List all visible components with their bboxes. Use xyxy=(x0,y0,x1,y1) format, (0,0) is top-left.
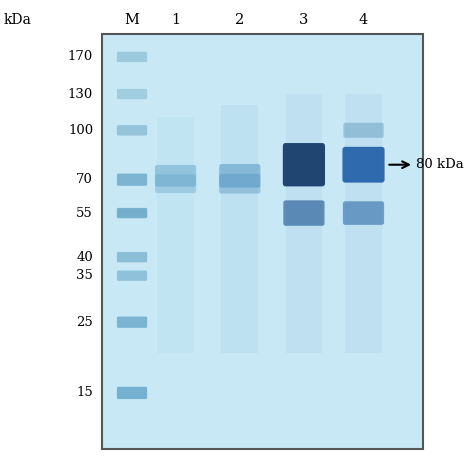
FancyBboxPatch shape xyxy=(117,208,147,218)
Text: 170: 170 xyxy=(68,50,93,64)
Bar xyxy=(102,297,423,311)
FancyBboxPatch shape xyxy=(117,387,147,399)
Bar xyxy=(102,103,423,117)
Bar xyxy=(102,90,423,103)
FancyBboxPatch shape xyxy=(117,89,147,99)
FancyBboxPatch shape xyxy=(219,164,260,188)
Bar xyxy=(102,269,423,283)
Bar xyxy=(285,94,322,353)
Bar xyxy=(102,173,423,186)
Bar xyxy=(221,105,258,353)
Text: 3: 3 xyxy=(299,13,309,27)
Bar xyxy=(102,394,423,408)
FancyBboxPatch shape xyxy=(117,173,147,186)
Bar xyxy=(102,131,423,145)
FancyBboxPatch shape xyxy=(219,174,260,193)
Bar xyxy=(102,145,423,159)
Bar xyxy=(345,94,382,353)
Bar xyxy=(102,408,423,421)
Bar xyxy=(102,242,423,255)
Text: 70: 70 xyxy=(76,173,93,186)
FancyBboxPatch shape xyxy=(283,201,325,226)
Text: 100: 100 xyxy=(68,124,93,137)
Text: 15: 15 xyxy=(76,386,93,400)
Bar xyxy=(102,35,423,449)
Bar xyxy=(102,35,423,48)
Bar xyxy=(102,352,423,366)
FancyBboxPatch shape xyxy=(117,125,147,136)
FancyBboxPatch shape xyxy=(117,317,147,328)
Bar xyxy=(102,421,423,435)
FancyBboxPatch shape xyxy=(155,174,196,193)
FancyBboxPatch shape xyxy=(343,123,383,138)
Bar xyxy=(102,338,423,352)
FancyBboxPatch shape xyxy=(283,143,325,186)
Bar xyxy=(102,283,423,297)
Bar xyxy=(102,366,423,380)
Text: M: M xyxy=(125,13,139,27)
Text: 80 kDa: 80 kDa xyxy=(416,158,464,171)
Text: 35: 35 xyxy=(76,269,93,282)
Bar xyxy=(102,117,423,131)
Bar xyxy=(102,159,423,173)
FancyBboxPatch shape xyxy=(117,209,147,218)
FancyBboxPatch shape xyxy=(117,52,147,62)
FancyBboxPatch shape xyxy=(117,252,147,262)
Bar xyxy=(102,186,423,200)
Bar xyxy=(102,228,423,242)
Bar xyxy=(102,325,423,338)
Text: 130: 130 xyxy=(68,88,93,100)
Text: 25: 25 xyxy=(76,316,93,328)
Text: 2: 2 xyxy=(235,13,245,27)
Bar xyxy=(102,200,423,214)
Text: 55: 55 xyxy=(76,207,93,219)
Bar xyxy=(102,48,423,62)
Text: kDa: kDa xyxy=(4,13,32,27)
FancyBboxPatch shape xyxy=(155,165,196,187)
FancyBboxPatch shape xyxy=(117,271,147,281)
Text: 1: 1 xyxy=(171,13,180,27)
Bar xyxy=(102,255,423,269)
Bar xyxy=(102,311,423,325)
Bar xyxy=(102,380,423,394)
Text: 40: 40 xyxy=(76,251,93,264)
FancyBboxPatch shape xyxy=(342,147,384,182)
Bar xyxy=(157,117,194,353)
Bar xyxy=(102,62,423,76)
Bar xyxy=(102,435,423,449)
FancyBboxPatch shape xyxy=(343,201,384,225)
Text: 4: 4 xyxy=(359,13,368,27)
Bar xyxy=(102,214,423,228)
Bar xyxy=(102,76,423,90)
